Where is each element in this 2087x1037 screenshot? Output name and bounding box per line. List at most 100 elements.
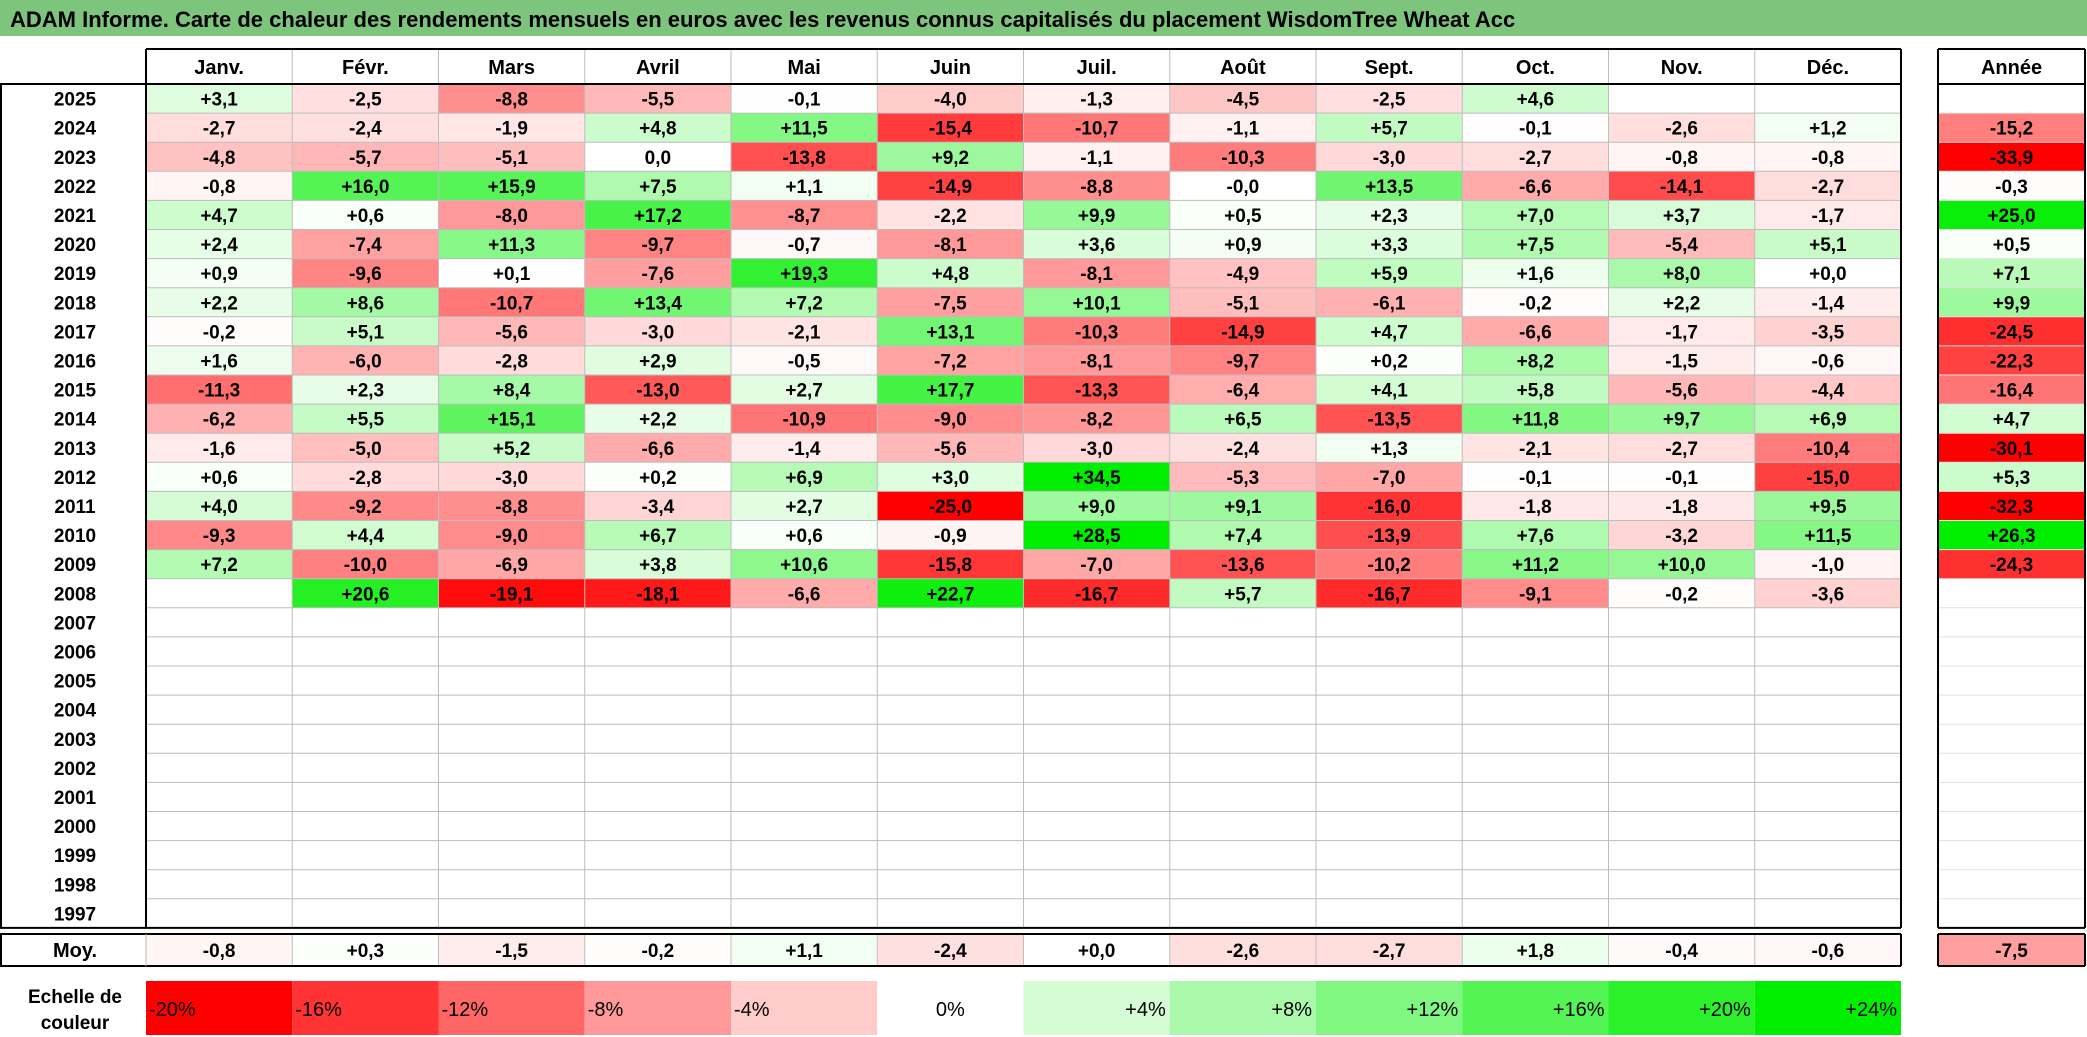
heatmap-cell	[1754, 520, 1901, 550]
average-cell	[584, 934, 731, 966]
heatmap-cell	[438, 666, 585, 696]
cell-value: -0,2	[203, 322, 236, 343]
average-value: +0,0	[1078, 941, 1116, 962]
heatmap-cell	[1462, 84, 1609, 114]
cell-value: -1,8	[1519, 497, 1552, 518]
heatmap-cell	[1169, 287, 1316, 317]
cell-value: +17,2	[634, 206, 682, 227]
cell-value: -2,6	[1665, 119, 1698, 140]
cell-value: +11,8	[1512, 410, 1559, 431]
cell-value: +9,9	[1078, 206, 1116, 227]
color-scale-label-value: -8%	[588, 999, 624, 1021]
heatmap-cell	[146, 84, 293, 114]
heatmap-cell	[877, 840, 1024, 870]
cell-value: +6,5	[1224, 410, 1262, 431]
cell-value: -1,7	[1665, 322, 1698, 343]
year-label: 2025	[54, 90, 97, 111]
cell-value: +2,7	[785, 381, 823, 402]
annual-cell	[1938, 607, 2085, 637]
cell-value: -16,7	[1367, 584, 1410, 605]
heatmap-cell	[292, 811, 439, 841]
cell-value: -7,0	[1373, 468, 1406, 489]
heatmap-cell	[1608, 258, 1755, 288]
cell-value: -7,4	[349, 235, 382, 256]
heatmap-cell	[438, 782, 585, 812]
heatmap-cell	[1023, 84, 1170, 114]
heatmap-cell	[146, 491, 293, 521]
heatmap-cell	[438, 142, 585, 172]
heatmap-cell	[1754, 84, 1901, 114]
annual-cell	[1938, 491, 2085, 521]
column-header: Oct.	[1516, 57, 1555, 79]
cell-value: -1,4	[1812, 293, 1845, 314]
cell-value: +9,5	[1809, 497, 1847, 518]
column-header: Sept.	[1365, 57, 1414, 79]
average-cell	[1754, 934, 1901, 966]
heatmap-cell	[1608, 695, 1755, 725]
heatmap-cell	[292, 869, 439, 899]
heatmap-cell	[1169, 462, 1316, 492]
heatmap-cell	[1462, 520, 1609, 550]
heatmap-cell	[1023, 753, 1170, 783]
heatmap-cell	[1608, 375, 1755, 405]
heatmap-cell	[438, 200, 585, 230]
cell-value: +13,1	[926, 322, 975, 343]
cell-value: +4,8	[639, 119, 677, 140]
heatmap-cell	[146, 549, 293, 579]
heatmap-cell	[292, 695, 439, 725]
color-scale-swatch	[146, 981, 293, 1035]
cell-value: -2,7	[1812, 177, 1845, 198]
color-scale-swatch	[877, 981, 1024, 1035]
cell-value: -2,4	[349, 119, 382, 140]
cell-value: +0,1	[493, 264, 531, 285]
heatmap-cell	[1023, 171, 1170, 201]
cell-value: +6,9	[785, 468, 823, 489]
color-scale-label: couleur	[41, 1013, 110, 1034]
cell-value: -2,7	[1519, 148, 1552, 169]
cell-value: +10,0	[1658, 555, 1706, 576]
heatmap-cell	[146, 229, 293, 259]
year-label: 2005	[54, 672, 97, 693]
column-header: Févr.	[342, 57, 389, 79]
heatmap-cell	[731, 724, 878, 754]
heatmap-cell	[1462, 200, 1609, 230]
heatmap-cell	[1023, 462, 1170, 492]
heatmap-cell	[1754, 142, 1901, 172]
color-scale-label-value: +24%	[1845, 999, 1897, 1021]
heatmap-cell	[438, 258, 585, 288]
heatmap-cell	[146, 782, 293, 812]
year-label: 2001	[54, 788, 97, 809]
heatmap-cell	[1754, 171, 1901, 201]
heatmap-cell	[1169, 636, 1316, 666]
year-label: 2013	[54, 439, 96, 460]
heatmap-cell	[146, 753, 293, 783]
heatmap-cell	[584, 287, 731, 317]
cell-value: +8,4	[493, 381, 531, 402]
cell-value: +5,8	[1517, 381, 1555, 402]
heatmap-cell	[1754, 869, 1901, 899]
cell-value: -7,6	[642, 264, 675, 285]
heatmap-cell	[1169, 898, 1316, 928]
column-header: Août	[1220, 57, 1266, 79]
cell-value: -0,1	[1665, 468, 1698, 489]
annual-value: +9,9	[1993, 293, 2031, 314]
cell-value: -6,1	[1373, 293, 1406, 314]
year-label: 2022	[54, 177, 96, 198]
annual-value: +26,3	[1987, 526, 2035, 547]
cell-value: -3,5	[1812, 322, 1845, 343]
year-label: 2015	[54, 381, 97, 402]
color-scale-swatch	[1754, 981, 1901, 1035]
cell-value: +4,7	[1370, 322, 1408, 343]
heatmap-cell	[146, 462, 293, 492]
cell-value: +4,0	[200, 497, 238, 518]
heatmap-cell	[1316, 345, 1463, 375]
cell-value: -18,1	[636, 584, 680, 605]
year-label: 2023	[54, 148, 96, 169]
heatmap-cell	[1608, 666, 1755, 696]
color-scale-swatch	[438, 981, 585, 1035]
cell-value: -8,8	[1080, 177, 1113, 198]
heatmap-cell	[1316, 258, 1463, 288]
cell-value: -8,0	[495, 206, 528, 227]
heatmap-cell	[1462, 462, 1609, 492]
cell-value: -9,2	[349, 497, 382, 518]
